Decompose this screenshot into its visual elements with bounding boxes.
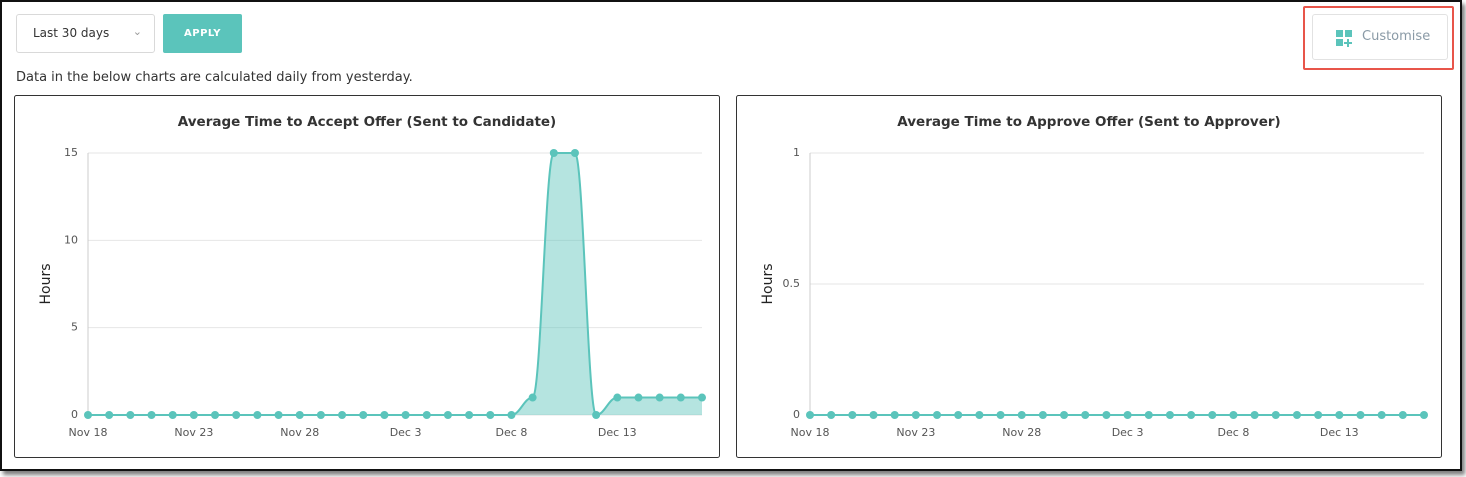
point [105, 411, 114, 419]
x-tick-label: Dec 8 [1218, 426, 1250, 439]
point [211, 411, 220, 419]
point [1271, 411, 1280, 419]
point [253, 411, 262, 419]
x-tick-label: Nov 23 [174, 426, 213, 439]
y-tick-label: 1 [793, 146, 800, 159]
point [274, 411, 283, 419]
apply-button[interactable]: APPLY [163, 14, 242, 53]
chart-panel [14, 95, 720, 458]
x-tick-label: Dec 8 [496, 426, 528, 439]
point [1038, 411, 1047, 419]
point [1123, 411, 1132, 419]
point [359, 411, 368, 419]
point [592, 411, 601, 419]
point [570, 149, 579, 157]
x-tick-label: Nov 28 [280, 426, 319, 439]
date-range-select[interactable]: Last 30 days ⌄ [16, 14, 155, 53]
x-tick-label: Nov 28 [1002, 426, 1041, 439]
point [1314, 411, 1323, 419]
customise-label: Customise [1362, 29, 1431, 44]
point [613, 393, 622, 402]
chart-title: Average Time to Accept Offer (Sent to Ca… [178, 114, 556, 130]
y-tick-label: 5 [71, 321, 78, 334]
point [1292, 411, 1301, 419]
x-tick-label: Nov 18 [69, 426, 108, 439]
point [84, 411, 92, 419]
point [295, 411, 304, 419]
point [634, 393, 643, 402]
point [1377, 411, 1386, 419]
point [422, 411, 431, 419]
point [869, 411, 878, 419]
point [549, 149, 558, 157]
point [1229, 411, 1238, 419]
x-tick-label: Nov 23 [896, 426, 935, 439]
y-axis-label: Hours [38, 263, 54, 304]
info-text: Data in the below charts are calculated … [16, 70, 413, 85]
highlight-box [1303, 6, 1454, 70]
point [1165, 411, 1174, 419]
x-tick-label: Dec 13 [1320, 426, 1359, 439]
point [1144, 411, 1153, 419]
x-tick-label: Dec 3 [1112, 426, 1144, 439]
area [88, 153, 702, 415]
y-tick-label: 10 [64, 233, 78, 246]
point [890, 411, 899, 419]
point [975, 411, 984, 419]
point [465, 411, 474, 419]
point [507, 411, 516, 419]
point [1081, 411, 1090, 419]
x-tick-label: Nov 18 [791, 426, 830, 439]
customise-icon [1336, 30, 1352, 47]
point [1356, 411, 1365, 419]
point [338, 411, 347, 419]
point [232, 411, 241, 419]
point [676, 393, 685, 402]
point [954, 411, 963, 419]
x-tick-label: Dec 13 [598, 426, 637, 439]
point [1420, 411, 1428, 419]
point [1017, 411, 1026, 419]
point [996, 411, 1005, 419]
point [933, 411, 942, 419]
point [1335, 411, 1344, 419]
y-tick-label: 0 [793, 408, 800, 421]
point [147, 411, 156, 419]
point [316, 411, 325, 419]
point [1187, 411, 1196, 419]
y-tick-label: 0.5 [783, 277, 801, 290]
chart-panel [736, 95, 1442, 458]
point [1060, 411, 1069, 419]
point [655, 393, 664, 402]
point [189, 411, 198, 419]
y-axis-label: Hours [760, 263, 776, 304]
point [1208, 411, 1217, 419]
point [1102, 411, 1111, 419]
point [827, 411, 836, 419]
point [168, 411, 177, 419]
point [443, 411, 452, 419]
charts: Average Time to Accept Offer (Sent to Ca… [14, 95, 1442, 458]
point [1250, 411, 1259, 419]
point [486, 411, 495, 419]
point [401, 411, 410, 419]
chart-title: Average Time to Approve Offer (Sent to A… [897, 114, 1280, 130]
point [911, 411, 920, 419]
point [806, 411, 814, 419]
chevron: ⌄ [132, 25, 142, 38]
y-tick-label: 15 [64, 146, 78, 159]
point [698, 393, 706, 402]
x-tick-label: Dec 3 [390, 426, 422, 439]
point [1398, 411, 1407, 419]
customise-button[interactable]: Customise [1312, 14, 1448, 60]
point [380, 411, 389, 419]
point [848, 411, 857, 419]
point [528, 393, 537, 402]
y-tick-label: 0 [71, 408, 78, 421]
point [126, 411, 135, 419]
select-text: Last 30 days [33, 26, 110, 40]
